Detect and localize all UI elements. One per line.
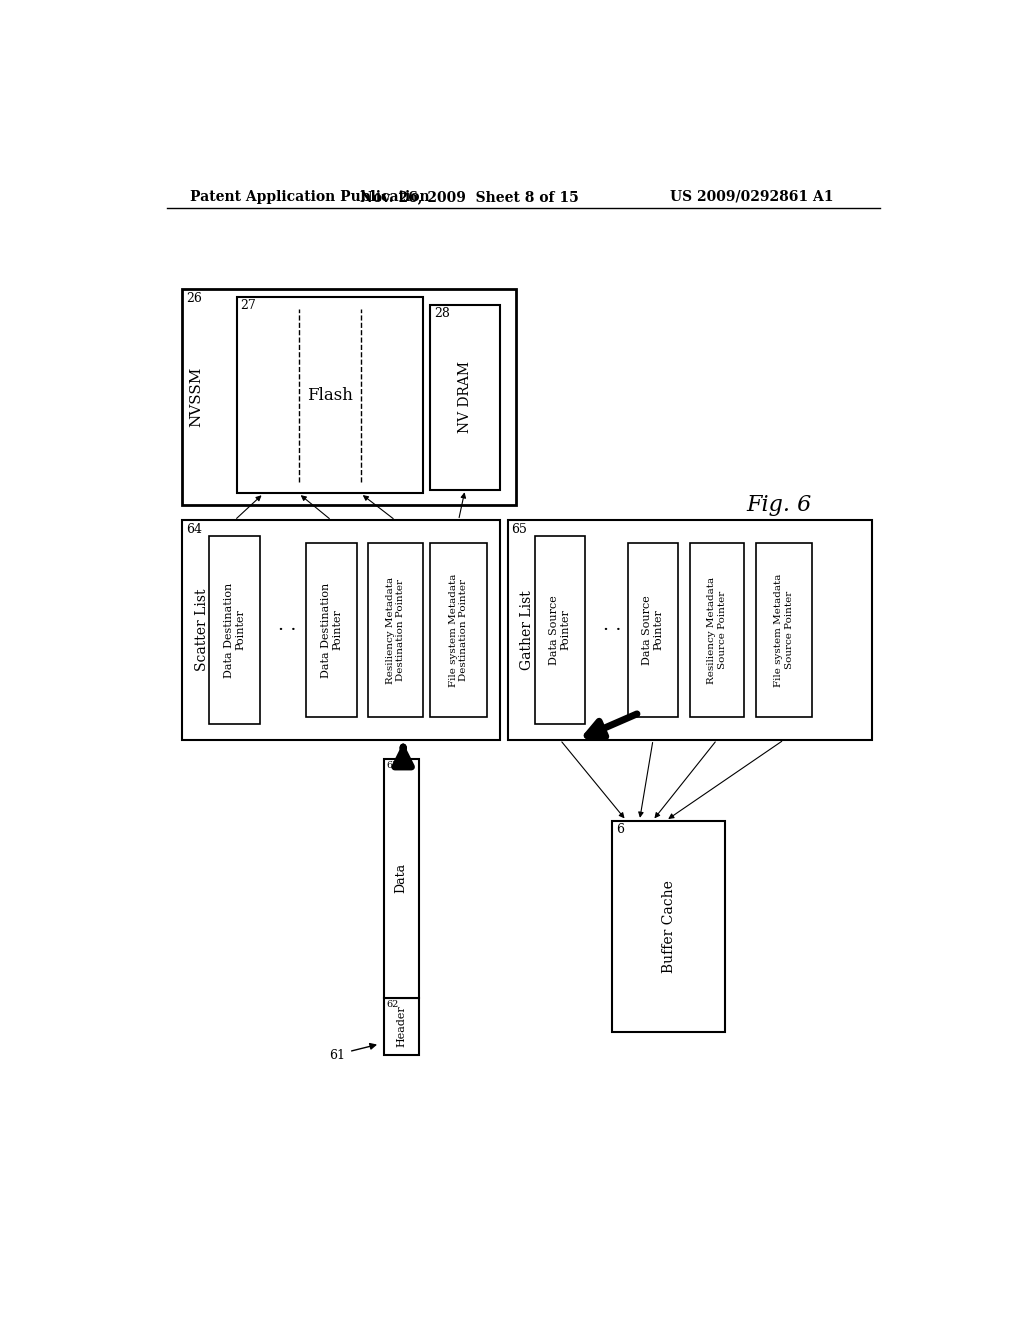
Text: Header: Header — [396, 1006, 407, 1048]
Text: NVSSM: NVSSM — [189, 367, 203, 428]
FancyBboxPatch shape — [209, 536, 260, 725]
Text: Data Destination
Pointer: Data Destination Pointer — [321, 582, 342, 677]
FancyBboxPatch shape — [430, 305, 500, 490]
FancyBboxPatch shape — [306, 544, 356, 717]
Text: 63: 63 — [386, 762, 398, 771]
FancyBboxPatch shape — [182, 520, 500, 739]
Text: Gather List: Gather List — [520, 590, 535, 671]
Text: Fig. 6: Fig. 6 — [746, 494, 812, 516]
Text: 27: 27 — [241, 300, 256, 313]
FancyBboxPatch shape — [756, 544, 812, 717]
Text: Data Destination
Pointer: Data Destination Pointer — [224, 582, 246, 677]
FancyBboxPatch shape — [508, 520, 872, 739]
Text: US 2009/0292861 A1: US 2009/0292861 A1 — [671, 190, 834, 203]
FancyBboxPatch shape — [628, 544, 678, 717]
Text: 6: 6 — [616, 822, 625, 836]
Text: Data Source
Pointer: Data Source Pointer — [642, 595, 664, 665]
Text: Scatter List: Scatter List — [195, 589, 209, 672]
FancyBboxPatch shape — [535, 536, 586, 725]
Text: Buffer Cache: Buffer Cache — [662, 880, 676, 973]
Text: Resiliency Metadata
Destination Pointer: Resiliency Metadata Destination Pointer — [386, 577, 406, 684]
Text: Flash: Flash — [306, 387, 352, 404]
Text: Nov. 26, 2009  Sheet 8 of 15: Nov. 26, 2009 Sheet 8 of 15 — [359, 190, 579, 203]
Text: NV DRAM: NV DRAM — [458, 362, 472, 433]
FancyBboxPatch shape — [182, 289, 515, 506]
Text: Patent Application Publication: Patent Application Publication — [190, 190, 430, 203]
FancyBboxPatch shape — [612, 821, 725, 1032]
FancyBboxPatch shape — [384, 998, 419, 1056]
Text: Resiliency Metadata
Source Pointer: Resiliency Metadata Source Pointer — [708, 577, 727, 684]
Text: Data: Data — [394, 863, 408, 894]
Text: · ·: · · — [603, 620, 622, 639]
FancyBboxPatch shape — [237, 297, 423, 494]
FancyBboxPatch shape — [430, 544, 486, 717]
Text: 65: 65 — [512, 523, 527, 536]
Text: File system Metadata
Destination Pointer: File system Metadata Destination Pointer — [449, 573, 468, 686]
FancyBboxPatch shape — [690, 544, 744, 717]
Text: 26: 26 — [186, 292, 202, 305]
FancyBboxPatch shape — [384, 759, 419, 998]
Text: 61: 61 — [330, 1049, 345, 1063]
Text: 62: 62 — [386, 1001, 398, 1008]
Text: 64: 64 — [186, 523, 202, 536]
Text: File system Metadata
Source Pointer: File system Metadata Source Pointer — [774, 573, 794, 686]
Text: Data Source
Pointer: Data Source Pointer — [549, 595, 570, 665]
Text: · ·: · · — [278, 620, 296, 639]
Text: 28: 28 — [434, 308, 450, 319]
FancyBboxPatch shape — [369, 544, 423, 717]
